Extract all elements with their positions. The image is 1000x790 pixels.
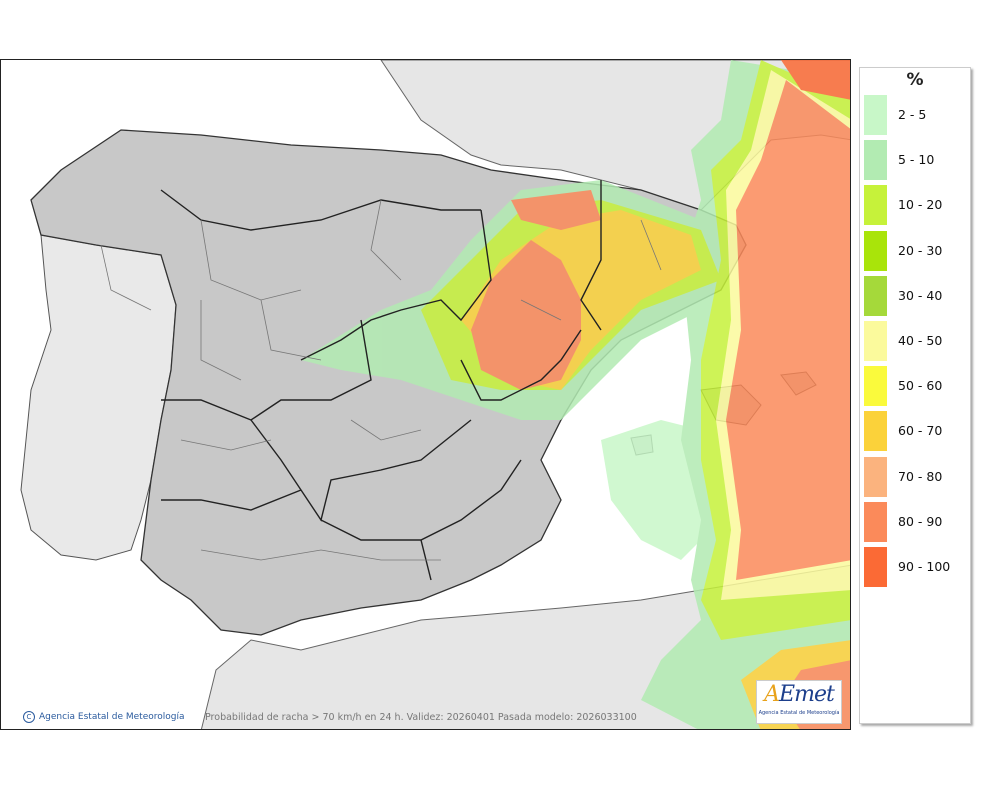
legend-item: 90 - 100 <box>864 547 964 587</box>
legend-swatch <box>864 547 887 587</box>
legend-item: 50 - 60 <box>864 366 964 407</box>
legend-unit: % <box>906 70 924 90</box>
legend-swatch <box>864 501 887 542</box>
legend-label: 10 - 20 <box>898 197 943 213</box>
legend-swatch <box>864 140 887 181</box>
legend-item: 80 - 90 <box>864 501 964 542</box>
legend-swatch <box>864 95 887 135</box>
legend-item: 2 - 5 <box>864 95 964 135</box>
legend-label: 60 - 70 <box>898 423 943 439</box>
legend-item: 70 - 80 <box>864 456 964 497</box>
legend-label: 50 - 60 <box>898 378 943 394</box>
legend-item: 60 - 70 <box>864 411 964 452</box>
logo-subtitle: Agencia Estatal de Meteorología <box>758 710 840 716</box>
logo-brand: AEmet <box>764 682 835 707</box>
copyright-icon: C <box>23 711 35 723</box>
forecast-map: C Agencia Estatal de Meteorología Probab… <box>0 59 851 730</box>
credit-text: Agencia Estatal de Meteorología <box>39 712 185 722</box>
legend-item: 10 - 20 <box>864 185 964 226</box>
legend-label: 80 - 90 <box>898 513 943 529</box>
legend-label: 5 - 10 <box>898 152 935 168</box>
legend-label: 20 - 30 <box>898 242 943 258</box>
legend-swatch <box>864 366 887 407</box>
legend-swatch <box>864 230 887 271</box>
legend-item: 5 - 10 <box>864 140 964 181</box>
credit: C Agencia Estatal de Meteorología <box>23 711 185 723</box>
legend-label: 40 - 50 <box>898 333 943 348</box>
legend-label: 70 - 80 <box>898 468 943 484</box>
legend-swatch <box>864 456 887 497</box>
legend-swatch <box>864 411 887 452</box>
legend-label: 2 - 5 <box>898 107 927 122</box>
legend-label: 90 - 100 <box>898 559 951 574</box>
legend-label: 30 - 40 <box>898 287 943 303</box>
map-caption: Probabilidad de racha > 70 km/h en 24 h.… <box>205 712 637 723</box>
legend-swatch <box>864 185 887 226</box>
legend-item: 20 - 30 <box>864 230 964 271</box>
legend-item: 30 - 40 <box>864 275 964 316</box>
legend-item: 40 - 50 <box>864 321 964 361</box>
legend: % 2 - 5 5 - 10 10 - 20 20 - 30 30 - 40 40 - 5… <box>859 67 971 724</box>
legend-swatch <box>864 321 887 361</box>
province-borders <box>100 199 662 561</box>
aemet-logo: AEmet Agencia Estatal de Meteorología <box>756 680 842 724</box>
map-canvas <box>1 60 850 729</box>
legend-swatch <box>864 275 887 316</box>
